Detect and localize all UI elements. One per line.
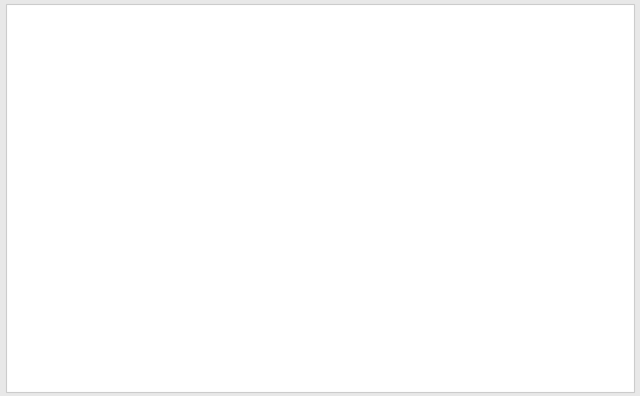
Bar: [550, 239, 573, 309]
Bar: [317, 139, 340, 309]
Bar: [154, 239, 177, 309]
Bar: [212, 179, 236, 309]
Bar: [236, 189, 259, 309]
Bar: [527, 80, 550, 309]
Bar: [468, 80, 492, 309]
Bar: [445, 289, 468, 309]
Bar: [364, 169, 387, 309]
Legend: Food and Drink, Restaurant and Hotel, Entertainment: Food and Drink, Restaurant and Hotel, En…: [147, 374, 557, 396]
Bar: [259, 229, 282, 309]
Y-axis label: Percentage of Total Spending: Percentage of Total Spending: [41, 73, 55, 276]
Bar: [573, 179, 596, 309]
Bar: [108, 249, 131, 309]
Bar: [422, 109, 445, 309]
Bar: [340, 189, 364, 309]
Bar: [131, 169, 154, 309]
Title: Citizens' Expenditure in The UK: Citizens' Expenditure in The UK: [188, 10, 516, 30]
